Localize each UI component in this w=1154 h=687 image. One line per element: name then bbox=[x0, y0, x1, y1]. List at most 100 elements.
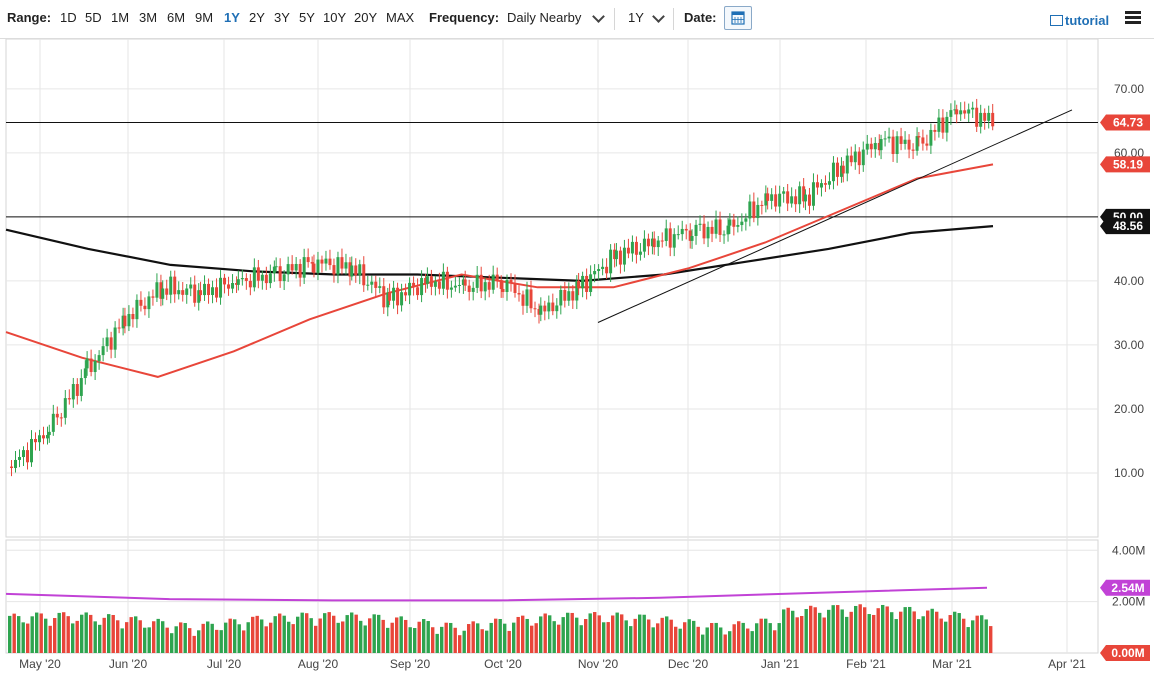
volume-bar bbox=[390, 622, 394, 653]
chevron-down-icon[interactable] bbox=[592, 10, 605, 23]
range-5d[interactable]: 5D bbox=[85, 10, 102, 25]
candle-body bbox=[605, 266, 609, 274]
candle-body bbox=[827, 181, 831, 185]
range-1y[interactable]: 1Y bbox=[224, 10, 240, 25]
volume-bar bbox=[467, 624, 471, 653]
candle-body bbox=[306, 257, 310, 263]
volume-bar bbox=[363, 625, 367, 653]
volume-bar bbox=[710, 623, 714, 653]
candle-body bbox=[672, 234, 676, 248]
candle-body bbox=[899, 136, 903, 144]
volume-tick-label: 2.00M bbox=[1112, 595, 1145, 609]
range-1m[interactable]: 1M bbox=[111, 10, 130, 25]
x-tick-label: Jun '20 bbox=[109, 657, 148, 671]
range-2y[interactable]: 2Y bbox=[249, 10, 265, 25]
volume-bar bbox=[629, 626, 633, 653]
candle-body bbox=[702, 223, 706, 239]
volume-bar bbox=[161, 621, 165, 653]
range-max[interactable]: MAX bbox=[386, 10, 415, 25]
candle-body bbox=[652, 238, 656, 248]
candle-body bbox=[453, 285, 457, 288]
candle-body bbox=[634, 241, 638, 255]
candle-body bbox=[437, 281, 441, 289]
candle-body bbox=[290, 264, 294, 271]
hamburger-menu-icon[interactable] bbox=[1125, 11, 1141, 25]
candle-body bbox=[274, 266, 278, 268]
volume-tick-label: 4.00M bbox=[1112, 543, 1145, 557]
candle-body bbox=[597, 269, 601, 272]
tutorial-link[interactable]: tutorial bbox=[1050, 13, 1109, 28]
volume-bar bbox=[534, 623, 538, 653]
candle-body bbox=[618, 250, 622, 265]
range-3y[interactable]: 3Y bbox=[274, 10, 290, 25]
range-10y[interactable]: 10Y bbox=[323, 10, 347, 25]
candle-body bbox=[424, 278, 428, 284]
candle-body bbox=[786, 191, 790, 204]
volume-bar bbox=[597, 615, 601, 653]
candle-body bbox=[782, 191, 786, 194]
candle-body bbox=[726, 225, 730, 235]
volume-bar bbox=[165, 627, 169, 653]
volume-bar bbox=[17, 616, 21, 653]
candle-body bbox=[135, 299, 139, 320]
volume-bar bbox=[183, 623, 187, 653]
volume-bar bbox=[125, 622, 129, 653]
candle-body bbox=[203, 283, 207, 296]
candle-body bbox=[668, 228, 672, 248]
candle-body bbox=[877, 142, 881, 151]
candle-body bbox=[861, 149, 865, 166]
candle-body bbox=[117, 327, 121, 329]
volume-bar bbox=[39, 613, 43, 653]
range-5y[interactable]: 5Y bbox=[299, 10, 315, 25]
volume-bar bbox=[611, 615, 615, 653]
volume-bar bbox=[377, 614, 381, 653]
volume-bar bbox=[359, 620, 363, 653]
frequency-select[interactable]: Daily Nearby bbox=[507, 10, 582, 25]
candle-body bbox=[320, 259, 324, 264]
candle-body bbox=[567, 291, 571, 301]
candle-body bbox=[374, 281, 378, 288]
trendline bbox=[597, 109, 1073, 323]
candle-body bbox=[991, 112, 995, 127]
volume-bar bbox=[606, 622, 610, 653]
volume-bar bbox=[678, 628, 682, 653]
volume-bar bbox=[503, 623, 507, 653]
range-1d[interactable]: 1D bbox=[60, 10, 77, 25]
range-20y[interactable]: 20Y bbox=[354, 10, 378, 25]
volume-bar bbox=[818, 612, 822, 653]
candle-body bbox=[614, 250, 618, 260]
candle-body bbox=[382, 286, 386, 308]
candle-body bbox=[350, 265, 354, 277]
range-9m[interactable]: 9M bbox=[195, 10, 214, 25]
candle-body bbox=[89, 358, 93, 373]
candle-body bbox=[79, 378, 83, 396]
candle-body bbox=[963, 110, 967, 114]
candle-body bbox=[845, 155, 849, 174]
tutorial-label: tutorial bbox=[1065, 13, 1110, 28]
candle-body bbox=[656, 240, 660, 248]
candle-body bbox=[199, 290, 203, 296]
range-6m[interactable]: 6M bbox=[167, 10, 186, 25]
candle-body bbox=[760, 204, 764, 206]
candle-body bbox=[537, 308, 541, 315]
volume-bar bbox=[908, 606, 912, 653]
volume-bar bbox=[683, 622, 687, 653]
price-tag: 0.00M bbox=[1100, 645, 1150, 661]
period-select[interactable]: 1Y bbox=[628, 10, 644, 25]
candle-body bbox=[601, 266, 605, 270]
candle-body bbox=[798, 186, 802, 205]
range-3m[interactable]: 3M bbox=[139, 10, 158, 25]
volume-bar bbox=[476, 623, 480, 653]
price-tag-box bbox=[1100, 579, 1150, 596]
calendar-icon[interactable] bbox=[724, 6, 752, 30]
volume-bar bbox=[669, 619, 673, 653]
candle-body bbox=[694, 224, 698, 236]
candle-body bbox=[336, 257, 340, 275]
candle-body bbox=[143, 305, 147, 310]
volume-bar bbox=[341, 621, 345, 653]
volume-bar bbox=[156, 618, 160, 653]
chevron-down-icon[interactable] bbox=[652, 10, 665, 23]
volume-bar bbox=[624, 620, 628, 653]
candle-body bbox=[895, 136, 899, 155]
candle-body bbox=[211, 287, 215, 296]
